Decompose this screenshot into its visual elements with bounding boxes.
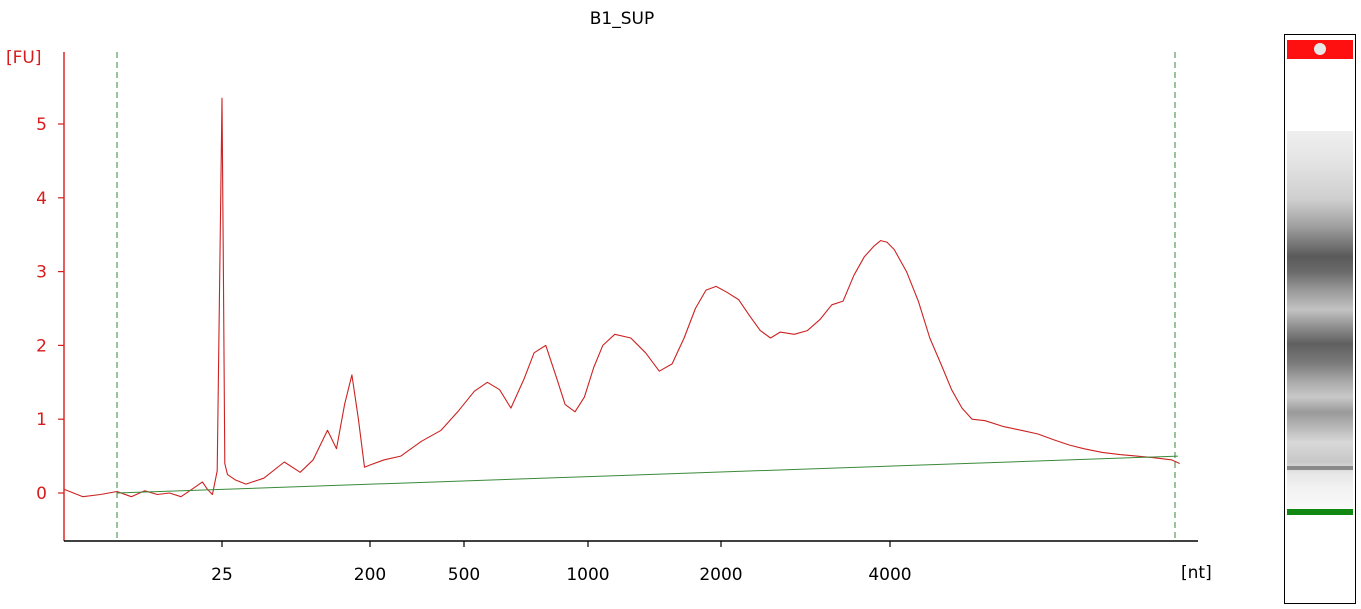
x-tick-label: 200 bbox=[354, 565, 386, 585]
electropherogram-chart: B1_SUP [FU] [nt] 0 1 2 3 4 5 25 200 500 1000 2000… bbox=[6, 9, 1212, 585]
y-tick-label: 5 bbox=[36, 115, 47, 135]
gel-lane bbox=[1284, 34, 1356, 604]
y-axis-ticks: 0 1 2 3 4 5 bbox=[36, 115, 64, 504]
series-layer bbox=[63, 97, 1180, 498]
x-tick-label: 500 bbox=[448, 565, 480, 585]
x-tick-label: 2000 bbox=[699, 565, 742, 585]
marker-lines bbox=[116, 52, 1176, 541]
x-axis-label: [nt] bbox=[1181, 563, 1212, 583]
chart-title: B1_SUP bbox=[590, 9, 654, 29]
gel-upper-marker-band bbox=[1287, 40, 1353, 59]
y-tick-label: 3 bbox=[36, 263, 47, 283]
gel-smear bbox=[1287, 131, 1353, 511]
y-axis-label: [FU] bbox=[6, 48, 42, 68]
y-tick-label: 2 bbox=[36, 336, 47, 356]
signal-trace-line bbox=[63, 97, 1180, 498]
gel-lower-marker-band bbox=[1287, 509, 1353, 515]
gel-marker-dot bbox=[1314, 43, 1326, 55]
x-tick-label: 1000 bbox=[566, 565, 609, 585]
x-tick-label: 25 bbox=[211, 565, 233, 585]
x-axis-ticks: 25 200 500 1000 2000 4000 bbox=[211, 541, 912, 585]
y-tick-label: 1 bbox=[36, 410, 47, 430]
gel-band bbox=[1287, 466, 1353, 470]
y-tick-label: 4 bbox=[36, 189, 47, 209]
x-tick-label: 4000 bbox=[868, 565, 911, 585]
baseline-line bbox=[116, 455, 1178, 494]
y-tick-label: 0 bbox=[36, 484, 47, 504]
